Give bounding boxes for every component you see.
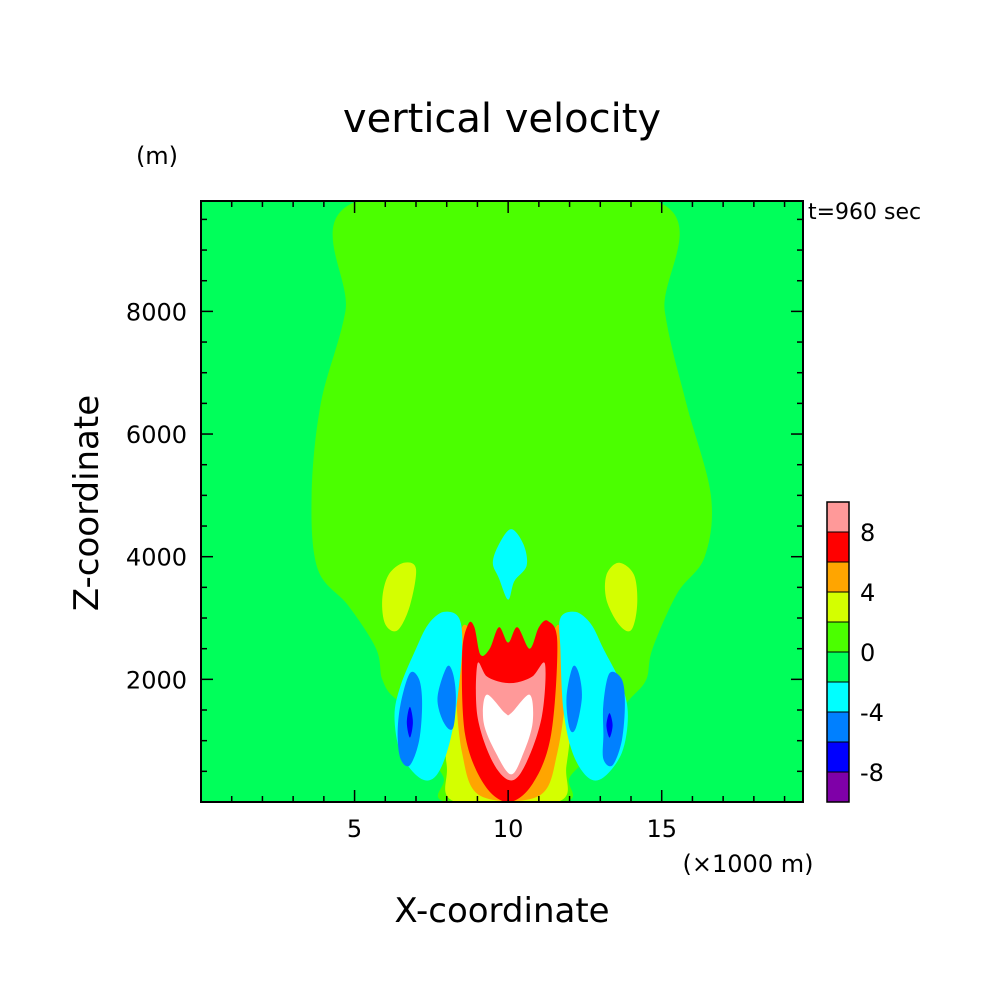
- axis-ticks: [201, 201, 803, 802]
- y-axis-label: Z-coordinate: [67, 395, 107, 611]
- colorbar-swatch: [826, 621, 850, 653]
- plot-frame: [200, 200, 804, 803]
- contour-region-right-yellow-blob: [604, 562, 638, 632]
- contour-region-right-downdraft-blue: [602, 671, 625, 767]
- chart-title: vertical velocity: [343, 96, 661, 142]
- y-tick-label: 4000: [126, 544, 187, 572]
- contour-region-left-yellow-blob: [382, 562, 417, 632]
- colorbar-swatch: [826, 501, 850, 533]
- y-tick-label: 2000: [126, 666, 187, 694]
- y-unit-label: (m): [136, 142, 178, 170]
- contour-regions: [311, 201, 712, 802]
- colorbar-swatch: [826, 651, 850, 683]
- y-tick-label: 6000: [126, 421, 187, 449]
- x-unit-label: (×1000 m): [683, 850, 814, 878]
- contour-region-left-core-navy: [406, 706, 413, 738]
- colorbar-swatch: [826, 771, 850, 803]
- tick-labels: 5 10 15 2000 4000 6000 8000: [126, 298, 677, 843]
- contour-region-cap-cyan: [492, 529, 528, 600]
- colorbar: -8 -4 0 4 8: [826, 501, 884, 803]
- colorbar-swatch: [826, 741, 850, 773]
- colorbar-label: 4: [860, 579, 875, 607]
- colorbar-label: -4: [860, 699, 884, 727]
- contour-region-right-core-navy: [606, 713, 613, 738]
- contour-region-right-inner-blue: [566, 665, 582, 733]
- colorbar-swatch: [826, 681, 850, 713]
- contour-region-left-inner-blue: [437, 665, 456, 730]
- colorbar-swatch: [826, 531, 850, 563]
- time-label: t=960 sec: [808, 200, 921, 225]
- colorbar-swatch: [826, 711, 850, 743]
- y-tick-label: 8000: [126, 298, 187, 326]
- colorbar-swatch: [826, 591, 850, 623]
- colorbar-frame: [826, 501, 850, 803]
- x-axis-label: X-coordinate: [394, 891, 609, 931]
- colorbar-label: -8: [860, 759, 884, 787]
- colorbar-swatch: [826, 561, 850, 593]
- colorbar-label: 8: [860, 519, 875, 547]
- plot-area: [200, 200, 804, 803]
- contour-region-updraft-core: [482, 694, 534, 775]
- x-tick-label: 10: [493, 815, 524, 843]
- colorbar-label: 0: [860, 639, 875, 667]
- x-tick-label: 5: [347, 815, 362, 843]
- x-tick-label: 15: [646, 815, 677, 843]
